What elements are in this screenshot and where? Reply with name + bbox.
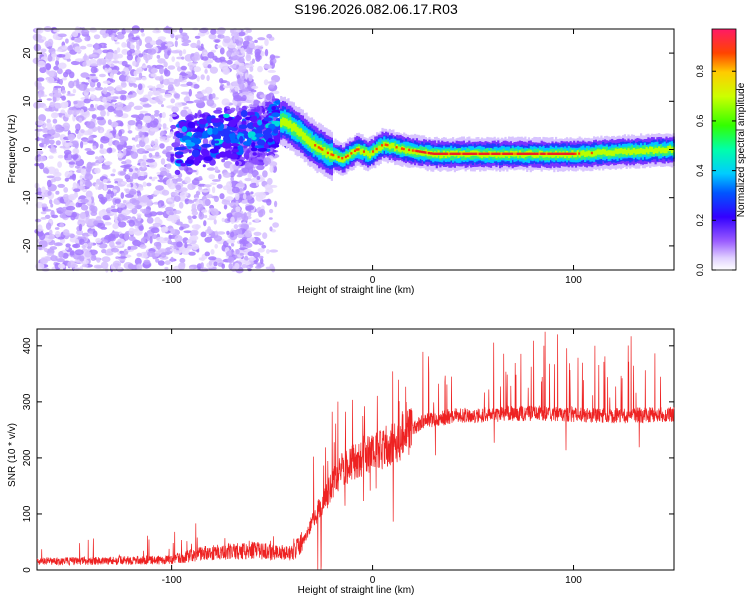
colorbar-tick-label: 0.6 <box>695 115 705 128</box>
heatmap-xlabel: Height of straight line (km) <box>298 285 415 296</box>
snr-ytick-label: 300 <box>22 393 33 410</box>
snr-xtick-label: 0 <box>370 575 376 586</box>
heatmap-ytick-label: -10 <box>22 190 33 205</box>
colorbar-label: Normalized spectral amplitude <box>736 82 747 217</box>
snr-xtick-label: 100 <box>565 575 582 586</box>
heatmap-ytick-label: -20 <box>22 238 33 253</box>
colorbar: 0.0 0.2 0.4 0.6 0.8 Normalized spectral ampl… <box>695 28 747 277</box>
snr-xlabel: Height of straight line (km) <box>298 585 415 596</box>
colorbar-tick-label: 0.8 <box>695 65 705 78</box>
snr-xtick-label: -100 <box>162 575 182 586</box>
snr-axes: -100 0 100 0 100 200 300 400 <box>22 328 675 586</box>
colorbar-tick-label: 0.0 <box>695 264 705 277</box>
snr-ytick-label: 200 <box>22 449 33 466</box>
colorbar-tick-label: 0.2 <box>695 214 705 227</box>
figure-title: S196.2026.082.06.17.R03 <box>294 1 458 17</box>
snr-ylabel: SNR (10 * v/v) <box>7 423 18 487</box>
colorbar-gradient <box>712 29 736 270</box>
heatmap-xtick-label: -100 <box>162 275 182 286</box>
heatmap-ylabel: Frequency (Hz) <box>7 115 18 184</box>
snr-ytick-label: 400 <box>22 337 33 354</box>
heatmap-xtick-label: 100 <box>565 275 582 286</box>
colorbar-ticks: 0.0 0.2 0.4 0.6 0.8 <box>695 28 737 277</box>
heatmap-xtick-label: 0 <box>370 275 376 286</box>
snr-ytick-label: 0 <box>22 567 33 573</box>
snr-ytick-label: 100 <box>22 505 33 522</box>
colorbar-tick-label: 0.4 <box>695 164 705 177</box>
heatmap-ytick-label: 20 <box>22 47 33 59</box>
heatmap-ytick-label: 10 <box>22 95 33 107</box>
heatmap-cells <box>32 25 675 274</box>
snr-series-line <box>36 331 675 570</box>
heatmap-ytick-label: 0 <box>22 146 33 152</box>
snr-panel: -100 0 100 0 100 200 300 400 Height of straight… <box>7 328 675 596</box>
